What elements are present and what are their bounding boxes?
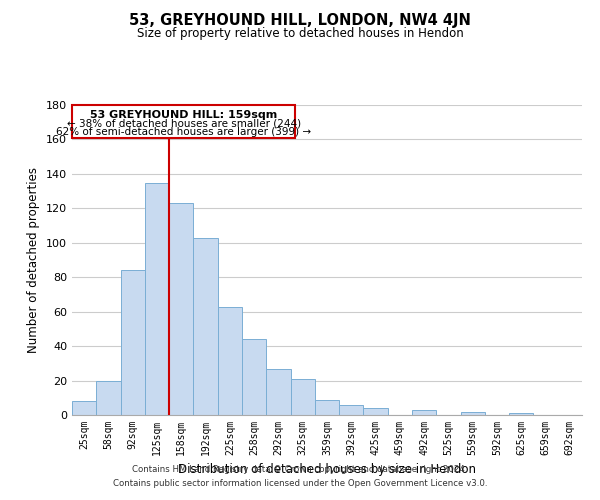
Y-axis label: Number of detached properties: Number of detached properties xyxy=(28,167,40,353)
Bar xyxy=(509,414,533,415)
Bar xyxy=(266,368,290,415)
Bar xyxy=(121,270,145,415)
Bar xyxy=(364,408,388,415)
Bar xyxy=(242,339,266,415)
Bar xyxy=(218,306,242,415)
Bar xyxy=(96,380,121,415)
Bar xyxy=(145,182,169,415)
Text: 62% of semi-detached houses are larger (399) →: 62% of semi-detached houses are larger (… xyxy=(56,128,311,138)
Bar xyxy=(412,410,436,415)
Bar xyxy=(290,379,315,415)
Bar xyxy=(72,401,96,415)
Bar xyxy=(193,238,218,415)
Bar xyxy=(169,203,193,415)
Bar xyxy=(315,400,339,415)
Bar xyxy=(339,404,364,415)
Bar xyxy=(72,105,295,138)
Bar xyxy=(461,412,485,415)
Text: Size of property relative to detached houses in Hendon: Size of property relative to detached ho… xyxy=(137,28,463,40)
Text: 53 GREYHOUND HILL: 159sqm: 53 GREYHOUND HILL: 159sqm xyxy=(90,110,277,120)
Text: 53, GREYHOUND HILL, LONDON, NW4 4JN: 53, GREYHOUND HILL, LONDON, NW4 4JN xyxy=(129,12,471,28)
X-axis label: Distribution of detached houses by size in Hendon: Distribution of detached houses by size … xyxy=(178,464,476,476)
Text: Contains HM Land Registry data © Crown copyright and database right 2024.
Contai: Contains HM Land Registry data © Crown c… xyxy=(113,466,487,487)
Text: ← 38% of detached houses are smaller (244): ← 38% of detached houses are smaller (24… xyxy=(67,119,301,129)
